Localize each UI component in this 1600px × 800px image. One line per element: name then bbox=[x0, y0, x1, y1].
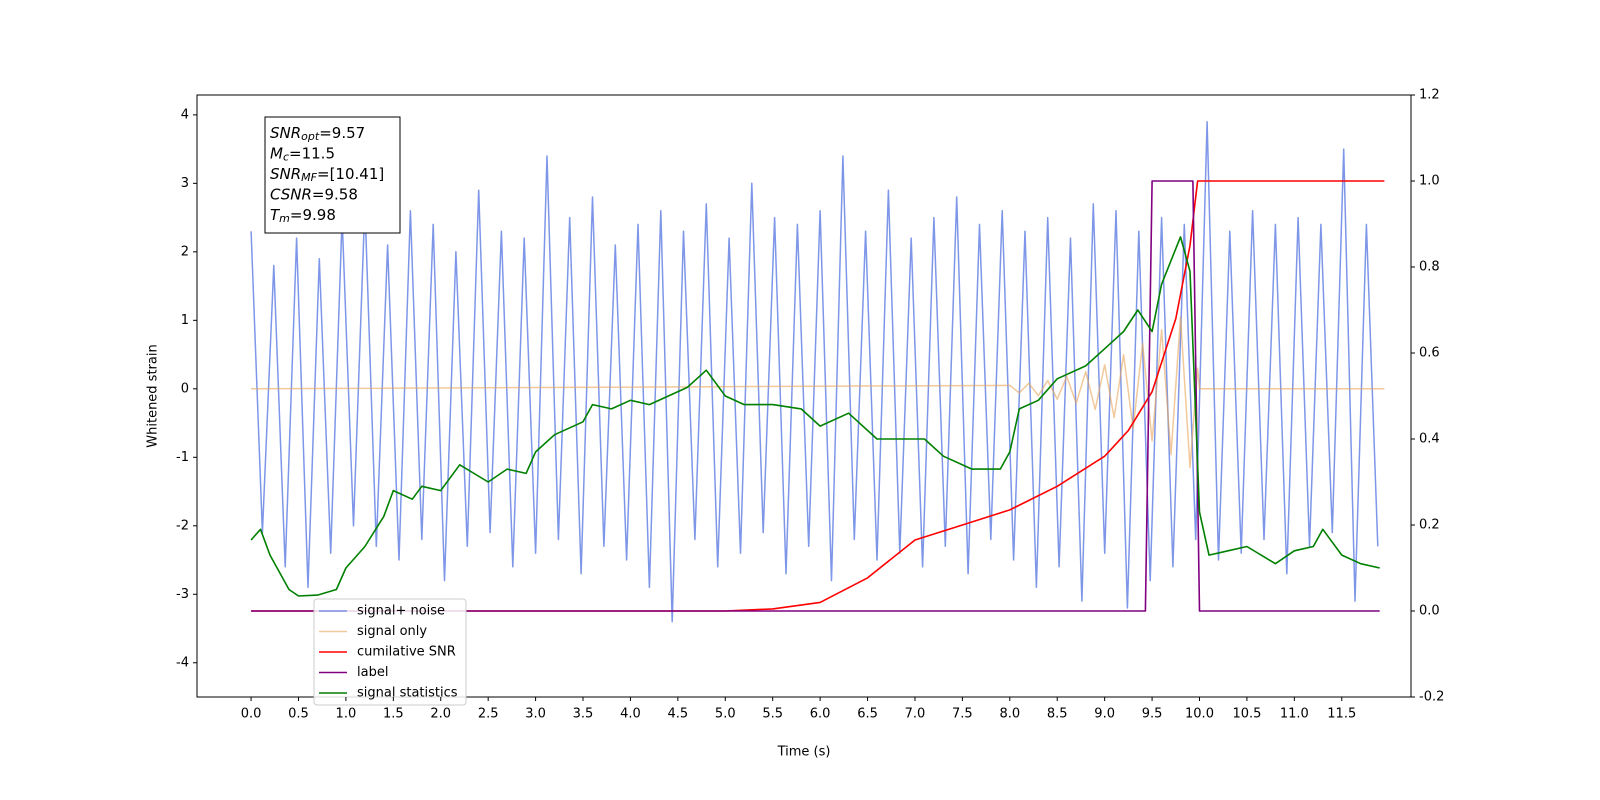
x-tick-label: 11.0 bbox=[1280, 707, 1309, 722]
annotation-symbol: CSNR bbox=[270, 185, 312, 203]
legend-label: label bbox=[357, 665, 388, 680]
x-tick-label: 0.0 bbox=[241, 707, 262, 722]
legend: signal+ noise signal only cumilative SNR la… bbox=[313, 598, 467, 706]
annotation-subscript: c bbox=[283, 151, 289, 164]
y-tick-label: 1 bbox=[181, 313, 189, 328]
y2-tick-label: 0.6 bbox=[1419, 346, 1440, 361]
annotation-line: Tm=9.98 bbox=[270, 206, 336, 226]
y-tick-label: -2 bbox=[176, 518, 189, 533]
x-tick-label: 6.5 bbox=[857, 707, 878, 722]
annotation-frame bbox=[264, 116, 401, 234]
legend-frame bbox=[313, 598, 467, 706]
x-tick-label: 1.5 bbox=[383, 707, 404, 722]
x-tick-label: 3.0 bbox=[525, 707, 546, 722]
x-tick-label: 9.0 bbox=[1094, 707, 1115, 722]
y-tick-label: -3 bbox=[176, 587, 189, 602]
axes-frame bbox=[196, 94, 1412, 698]
x-tick-label: 8.0 bbox=[999, 707, 1020, 722]
annotation-value: =9.58 bbox=[312, 185, 358, 203]
x-tick-label: 10.0 bbox=[1185, 707, 1214, 722]
series-line bbox=[251, 180, 1380, 612]
x-tick-label: 0.5 bbox=[288, 707, 309, 722]
x-tick-label: 7.0 bbox=[905, 707, 926, 722]
annotation-line: Mc=11.5 bbox=[270, 144, 335, 164]
x-tick-label: 4.0 bbox=[620, 707, 641, 722]
x-tick-label: 1.0 bbox=[336, 707, 357, 722]
series-line bbox=[250, 236, 1380, 597]
legend-label: signal statistics bbox=[357, 686, 458, 701]
y2-tick-label: 1.0 bbox=[1419, 174, 1440, 189]
annotation-subscript: opt bbox=[301, 130, 320, 143]
x-tick-label: 2.5 bbox=[478, 707, 499, 722]
annotation-line: SNRMF=[10.41] bbox=[270, 165, 384, 185]
y-tick-label: -4 bbox=[176, 655, 189, 670]
y2-tick-label: 0.0 bbox=[1419, 604, 1440, 619]
annotation-symbol: T bbox=[270, 206, 281, 224]
x-tick-label: 9.5 bbox=[1142, 707, 1163, 722]
annotation-symbol: SNR bbox=[270, 165, 301, 183]
annotation-box: SNRopt=9.57Mc=11.5SNRMF=[10.41]CSNR=9.58… bbox=[264, 116, 401, 234]
annotation-value: =11.5 bbox=[289, 144, 335, 162]
annotation-symbol: M bbox=[270, 144, 283, 162]
y2-tick-label: 0.8 bbox=[1419, 260, 1440, 275]
y-tick-label: 4 bbox=[181, 107, 189, 122]
y-tick-label: -1 bbox=[176, 450, 189, 465]
series-line bbox=[250, 120, 1379, 623]
annotation-value: =[10.41] bbox=[317, 165, 384, 183]
series-line bbox=[251, 180, 1385, 612]
x-tick-label: 5.0 bbox=[715, 707, 736, 722]
x-tick-label: 7.5 bbox=[952, 707, 973, 722]
plot-lines bbox=[250, 120, 1385, 623]
x-tick-label: 3.5 bbox=[573, 707, 594, 722]
annotation-value: =9.98 bbox=[290, 206, 336, 224]
x-tick-label: 4.5 bbox=[668, 707, 689, 722]
x-tick-label: 6.0 bbox=[810, 707, 831, 722]
annotation-line: CSNR=9.58 bbox=[270, 185, 358, 203]
legend-label: signal+ noise bbox=[357, 604, 445, 619]
annotation-value: =9.57 bbox=[319, 124, 365, 142]
x-tick-label: 2.0 bbox=[430, 707, 451, 722]
y2-tick-label: 0.2 bbox=[1419, 518, 1440, 533]
y2-tick-label: 1.2 bbox=[1419, 88, 1440, 103]
legend-label: signal only bbox=[357, 624, 427, 639]
x-tick-label: 5.5 bbox=[762, 707, 783, 722]
x-tick-label: 10.5 bbox=[1232, 707, 1261, 722]
annotation-subscript: MF bbox=[301, 171, 317, 184]
y-tick-label: 0 bbox=[181, 381, 189, 396]
x-tick-label: 11.5 bbox=[1327, 707, 1356, 722]
annotation-subscript: m bbox=[279, 212, 290, 225]
y2-tick-label: -0.2 bbox=[1419, 690, 1444, 705]
y-tick-label: 3 bbox=[181, 176, 189, 191]
y-axis-label: Whitened strain bbox=[146, 344, 161, 447]
x-axis-label: Time (s) bbox=[777, 745, 831, 760]
annotation-line: SNRopt=9.57 bbox=[270, 124, 365, 144]
x-tick-label: 8.5 bbox=[1047, 707, 1068, 722]
y2-tick-label: 0.4 bbox=[1419, 432, 1440, 447]
annotation-symbol: SNR bbox=[270, 124, 301, 142]
series-line bbox=[251, 316, 1385, 469]
y-tick-label: 2 bbox=[181, 244, 189, 259]
legend-label: cumilative SNR bbox=[357, 645, 456, 660]
